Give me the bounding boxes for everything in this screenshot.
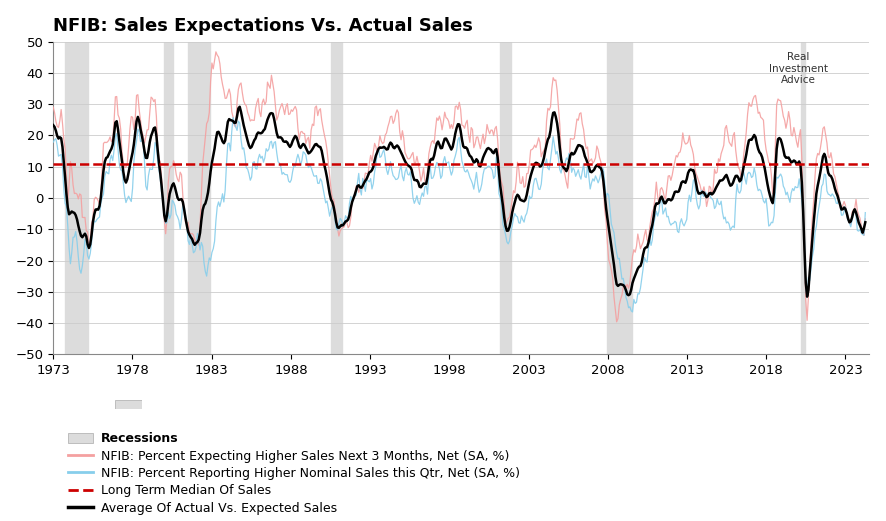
Text: Real
Investment
Advice: Real Investment Advice	[768, 52, 827, 85]
Bar	[164, 42, 173, 354]
Bar	[606, 42, 631, 354]
Legend: Recessions, NFIB: Percent Expecting Higher Sales Next 3 Months, Net (SA, %), NFI: Recessions, NFIB: Percent Expecting High…	[68, 432, 519, 515]
Text: NFIB: Sales Expectations Vs. Actual Sales: NFIB: Sales Expectations Vs. Actual Sale…	[53, 17, 472, 34]
Bar	[188, 42, 210, 354]
Bar	[499, 42, 511, 354]
FancyBboxPatch shape	[115, 400, 142, 409]
Bar	[800, 42, 804, 354]
Bar	[330, 42, 342, 354]
Bar	[65, 42, 88, 354]
